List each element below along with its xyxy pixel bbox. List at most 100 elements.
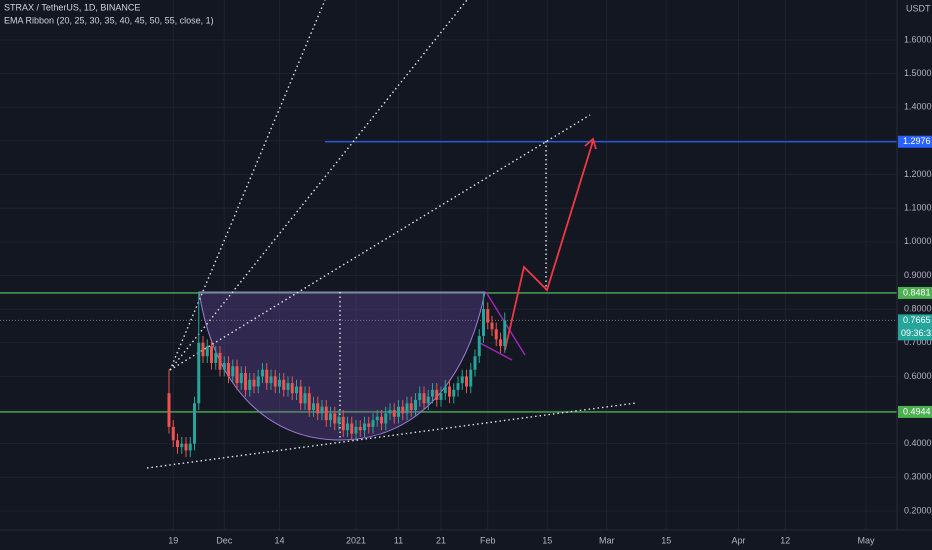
candle-body — [392, 410, 396, 417]
x-tick-label: 15 — [542, 535, 552, 545]
y-tick-label: 1.0000 — [904, 236, 932, 246]
y-tick-label: 1.6000 — [904, 34, 932, 44]
candle-body — [307, 393, 311, 411]
candle-body — [443, 386, 447, 394]
candle-body — [490, 322, 494, 330]
candle-body — [363, 423, 366, 431]
x-tick-label: 2021 — [346, 535, 366, 545]
candle-body — [358, 426, 362, 431]
candle-body — [452, 389, 456, 397]
candle-body — [180, 443, 184, 448]
trend-lines — [146, 0, 637, 469]
x-tick-label: Feb — [480, 535, 496, 545]
candle-body — [401, 406, 405, 414]
candle-body — [388, 410, 392, 414]
candle-body — [405, 403, 409, 414]
arrow-head — [584, 137, 597, 150]
candle-body — [273, 376, 277, 387]
candles — [167, 292, 507, 458]
x-tick-label: May — [857, 535, 875, 545]
candle-body — [499, 339, 502, 347]
candle-body — [290, 383, 294, 394]
drawings — [146, 0, 637, 469]
y-tick-label: 1.1000 — [904, 203, 932, 213]
candle-body — [231, 366, 235, 377]
candle-body — [333, 413, 337, 424]
currency-label: USDT — [906, 3, 931, 13]
candle-body — [426, 396, 430, 404]
level-label: 0.4944 — [903, 406, 931, 416]
candle-body — [252, 379, 256, 387]
y-tick-label: 1.4000 — [904, 102, 932, 112]
x-tick-label: Apr — [731, 535, 745, 545]
y-tick-label: 0.8000 — [904, 303, 932, 313]
indicator-label: EMA Ribbon (20, 25, 30, 35, 40, 45, 50, … — [4, 15, 214, 25]
level-label-box — [898, 286, 932, 299]
candle-body — [324, 406, 328, 421]
last-price-label: 0.7665 — [903, 315, 931, 325]
candle-body — [201, 342, 205, 357]
level-label-box — [898, 135, 932, 148]
candle-body — [486, 309, 490, 323]
candle-body — [367, 423, 371, 427]
candle-body — [261, 369, 264, 377]
candle-body — [375, 416, 379, 421]
y-tick-label: 0.7000 — [904, 337, 932, 347]
candle-body — [214, 352, 218, 363]
candle-body — [337, 416, 341, 424]
candle-body — [282, 379, 286, 390]
candle-body — [184, 443, 188, 451]
candle-body — [473, 356, 477, 370]
support-line — [146, 402, 637, 469]
candle-body — [278, 379, 281, 387]
candle-body — [167, 393, 171, 427]
candle-body — [176, 440, 179, 448]
candle-body — [197, 342, 201, 404]
fan-line — [169, 0, 326, 371]
candle-body — [494, 329, 498, 340]
candle-body — [188, 443, 192, 451]
candle-body — [244, 373, 247, 390]
candle-body — [354, 426, 358, 434]
x-tick-label: 14 — [274, 535, 284, 545]
level-label: 0.8481 — [903, 287, 931, 297]
candle-body — [256, 376, 260, 387]
candle-body — [482, 309, 485, 337]
candle-body — [295, 386, 298, 394]
x-tick-label: Dec — [216, 535, 233, 545]
candle-body — [371, 420, 375, 427]
candle-body — [460, 376, 464, 384]
x-tick-label: 15 — [661, 535, 671, 545]
candle-body — [350, 423, 354, 434]
x-tick-label: 12 — [780, 535, 790, 545]
x-tick-label: 21 — [436, 535, 446, 545]
candle-body — [422, 393, 426, 404]
candle-body — [193, 403, 196, 444]
candle-body — [218, 352, 222, 370]
candle-body — [239, 373, 243, 384]
chart-title: STRAX / TetherUS, 1D, BINANCE — [4, 2, 140, 12]
candle-body — [329, 413, 332, 421]
last-price-box — [898, 314, 932, 341]
countdown-label: 09:36:31 — [901, 328, 932, 338]
y-tick-label: 1.2000 — [904, 169, 932, 179]
candle-body — [303, 393, 307, 404]
y-tick-label: 0.3000 — [904, 472, 932, 482]
y-tick-label: 0.9000 — [904, 270, 932, 280]
fan-line — [169, 114, 591, 371]
candle-body — [414, 399, 417, 411]
candle-body — [384, 413, 388, 424]
x-tick-label: 19 — [168, 535, 178, 545]
level-label: 1.2976 — [903, 136, 931, 146]
candle-body — [312, 403, 315, 411]
candle-body — [435, 389, 439, 400]
candle-body — [286, 383, 290, 390]
candle-body — [299, 386, 303, 404]
y-tick-label: 0.4000 — [904, 438, 932, 448]
candle-body — [380, 416, 383, 424]
candle-body — [409, 403, 413, 411]
candle-body — [265, 369, 269, 384]
candle-body — [222, 362, 226, 370]
